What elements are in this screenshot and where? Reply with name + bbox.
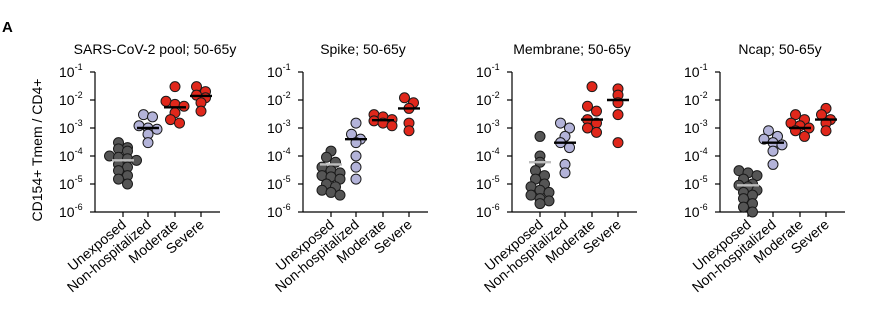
data-point — [142, 137, 154, 149]
data-point — [325, 186, 337, 198]
y-tick-label: 10-2 — [59, 90, 83, 108]
data-point — [113, 173, 124, 185]
y-tick-label: 10-1 — [267, 62, 291, 80]
data-point — [165, 114, 176, 126]
data-point — [350, 173, 362, 185]
data-point — [534, 198, 546, 210]
y-tick-label: 10-1 — [476, 62, 500, 80]
data-point — [543, 195, 555, 207]
data-point — [751, 170, 763, 182]
data-point — [321, 151, 332, 163]
data-point — [151, 123, 163, 135]
y-tick-label: 10-2 — [267, 90, 291, 108]
data-point — [133, 120, 145, 132]
y-tick-label: 10-6 — [476, 202, 500, 220]
data-point — [525, 189, 537, 201]
y-tick-label: 10-3 — [59, 118, 83, 136]
y-tick-label: 10-4 — [684, 146, 708, 164]
data-point — [586, 81, 598, 93]
data-point — [582, 122, 593, 134]
y-tick-label: 10-3 — [684, 118, 708, 136]
y-axis-label: CD154+ Tmem / CD4+ — [29, 79, 45, 222]
data-point — [763, 125, 774, 137]
y-tick-label: 10-6 — [59, 202, 83, 220]
data-point — [316, 184, 328, 196]
data-point — [195, 105, 207, 117]
data-point — [555, 117, 566, 129]
data-point — [403, 125, 415, 137]
y-tick-label: 10-5 — [59, 174, 83, 192]
y-tick-label: 10-3 — [476, 118, 500, 136]
data-point — [399, 92, 410, 104]
data-point — [591, 105, 602, 117]
data-point — [350, 150, 362, 162]
data-point — [386, 120, 398, 132]
y-tick-label: 10-1 — [59, 62, 83, 80]
y-tick-label: 10-5 — [684, 174, 708, 192]
data-point — [534, 130, 546, 142]
chart-panel-2: Spike; 50-65y10-110-210-310-410-510-6Une… — [267, 41, 428, 295]
y-tick-label: 10-6 — [684, 202, 708, 220]
data-point — [776, 139, 788, 151]
panels: SARS-CoV-2 pool; 50-65y 10-1 10-2 10-3 10-4 1… — [59, 41, 845, 295]
data-point — [350, 161, 362, 173]
data-point — [799, 130, 810, 142]
data-point — [582, 100, 593, 112]
y-tick-label: 10-2 — [476, 90, 500, 108]
data-point — [147, 111, 158, 123]
y-tick-label: 10-1 — [684, 62, 708, 80]
data-point — [738, 201, 749, 213]
y-tick-label: 10-5 — [476, 174, 500, 192]
chart-title: Ncap; 50-65y — [738, 41, 821, 57]
data-point — [559, 167, 571, 179]
y-tick-label: 10-4 — [59, 146, 83, 164]
chart-panel-1: SARS-CoV-2 pool; 50-65y 10-1 10-2 10-3 10-4 1… — [59, 41, 236, 295]
data-point — [591, 126, 602, 138]
chart-title: Membrane; 50-65y — [513, 41, 631, 57]
chart-panel-3: Membrane; 50-65y 10-1 10-2 10-3 10-4 10-5 10-6… — [476, 41, 637, 295]
y-tick-label: 10-4 — [476, 146, 500, 164]
data-point — [747, 206, 758, 218]
data-point — [767, 145, 779, 157]
data-point — [174, 117, 185, 129]
data-point — [564, 122, 575, 134]
panel-letter: A — [2, 19, 13, 36]
data-point — [169, 81, 181, 93]
y-tick-label: 10-3 — [267, 118, 291, 136]
data-point — [138, 109, 149, 121]
y-tick-label: 10-5 — [267, 174, 291, 192]
data-point — [820, 125, 832, 137]
chart-title: Spike; 50-65y — [320, 41, 406, 57]
y-tick-label: 10-4 — [267, 146, 291, 164]
data-point — [334, 189, 346, 201]
data-point — [790, 109, 801, 121]
data-point — [564, 142, 575, 154]
data-point — [160, 95, 172, 107]
data-point — [612, 109, 624, 121]
data-point — [767, 158, 779, 170]
data-point — [122, 178, 133, 190]
y-tick-label: 10-2 — [684, 90, 708, 108]
data-point — [350, 117, 362, 129]
chart-panel-4: Ncap; 50-65y10-110-210-310-410-510-6Unex… — [684, 41, 845, 295]
y-tick-label: 10-6 — [267, 202, 291, 220]
data-point — [612, 137, 624, 149]
chart-title: SARS-CoV-2 pool; 50-65y — [74, 41, 237, 57]
